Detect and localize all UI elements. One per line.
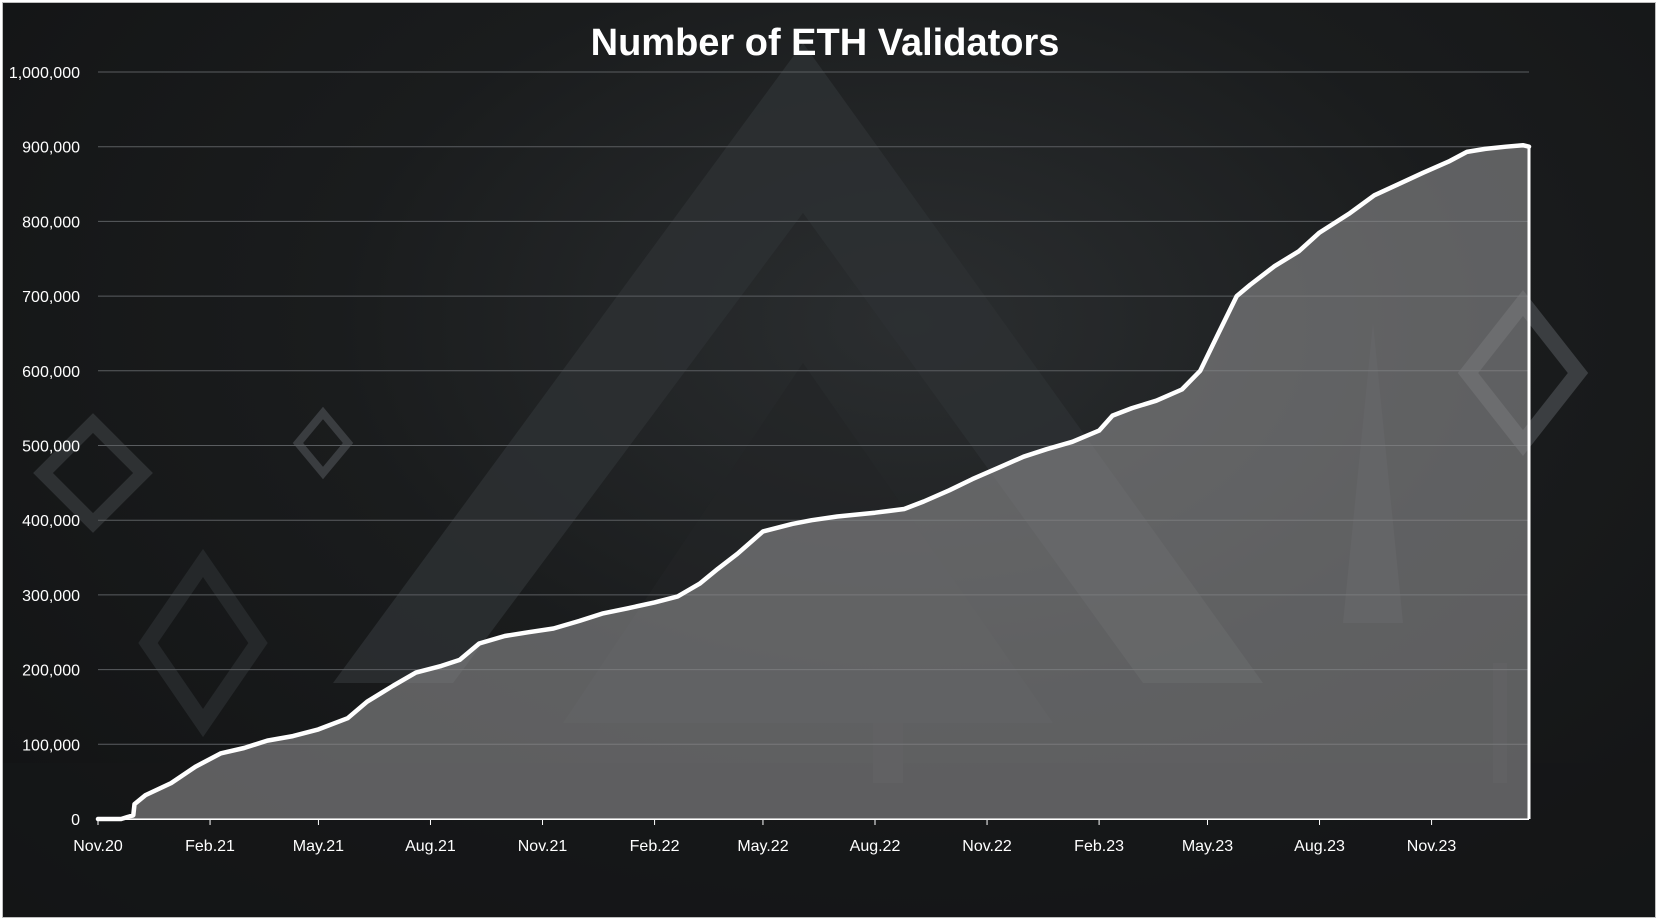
x-axis: Nov.20 Feb.21 May.21 Aug.21 Nov.21 Feb.22 May.… xyxy=(73,818,1529,855)
y-tick-label: 100,000 xyxy=(22,737,80,754)
validators-chart: Number of ETH Validators 0 100,000 200,000… xyxy=(9,22,1532,855)
y-tick-label: 700,000 xyxy=(22,289,80,306)
x-tick-label: Feb.23 xyxy=(1074,838,1124,855)
y-tick-label: 0 xyxy=(71,812,80,829)
x-tick-label: Feb.21 xyxy=(185,838,235,855)
y-tick-label: 900,000 xyxy=(22,140,80,157)
x-tick-label: May.22 xyxy=(737,838,788,855)
y-tick-label: 300,000 xyxy=(22,588,80,605)
y-tick-label: 600,000 xyxy=(22,364,80,381)
y-tick-label: 500,000 xyxy=(22,439,80,456)
series-area xyxy=(95,142,1532,822)
x-tick-label: Feb.22 xyxy=(630,838,680,855)
series-area-fill xyxy=(98,145,1529,819)
y-axis: 0 100,000 200,000 300,000 400,000 500,000 600,… xyxy=(9,65,80,829)
x-tick-label: May.21 xyxy=(293,838,344,855)
x-tick-label: Nov.20 xyxy=(73,838,123,855)
chart-title: Number of ETH Validators xyxy=(591,22,1060,64)
x-tick-label: Nov.23 xyxy=(1407,838,1457,855)
x-tick-label: Aug.23 xyxy=(1294,838,1345,855)
x-tick-label: Aug.22 xyxy=(850,838,901,855)
y-tick-label: 1,000,000 xyxy=(9,65,80,82)
x-tick-label: Nov.22 xyxy=(962,838,1012,855)
y-tick-label: 400,000 xyxy=(22,513,80,530)
y-tick-label: 200,000 xyxy=(22,663,80,680)
x-tick-label: May.23 xyxy=(1182,838,1233,855)
x-tick-label: Aug.21 xyxy=(405,838,456,855)
x-tick-label: Nov.21 xyxy=(518,838,568,855)
series-line xyxy=(95,142,1532,822)
y-tick-label: 800,000 xyxy=(22,214,80,231)
